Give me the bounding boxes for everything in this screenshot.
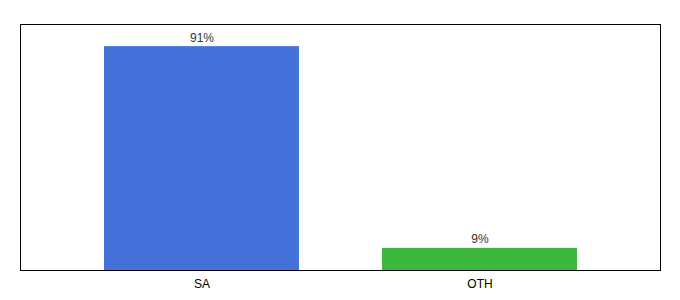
svg-text:OTH: OTH	[467, 277, 492, 291]
svg-text:91%: 91%	[190, 31, 214, 45]
svg-text:SA: SA	[194, 277, 210, 291]
svg-text:9%: 9%	[471, 232, 489, 246]
